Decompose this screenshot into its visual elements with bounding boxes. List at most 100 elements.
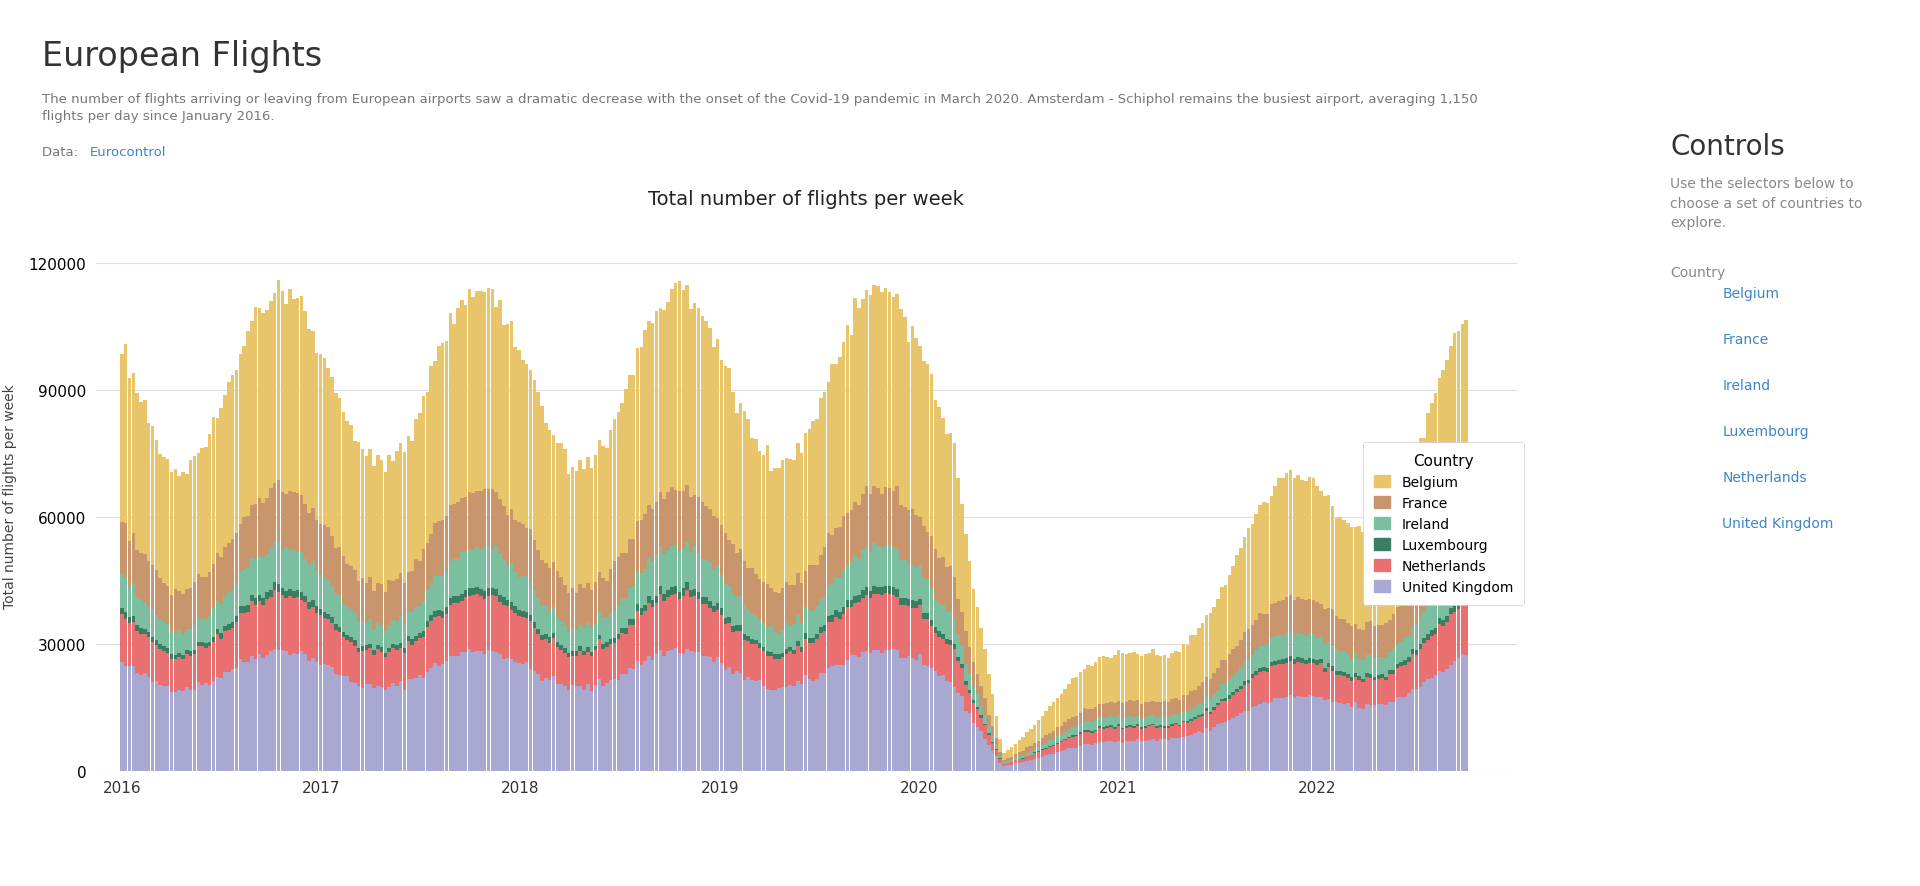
Bar — [543, 679, 547, 771]
Bar — [774, 468, 778, 592]
Bar — [173, 693, 177, 771]
Bar — [705, 656, 708, 771]
Bar — [1010, 765, 1014, 771]
Bar — [132, 617, 134, 623]
Bar — [476, 547, 478, 587]
Bar — [207, 685, 211, 771]
Bar — [465, 306, 467, 497]
Bar — [399, 444, 403, 573]
Bar — [353, 683, 357, 771]
Bar — [184, 590, 188, 629]
Bar — [140, 600, 142, 628]
Bar — [1064, 722, 1068, 733]
Bar — [1087, 744, 1091, 771]
Bar — [1227, 696, 1231, 699]
Bar — [716, 657, 720, 771]
Bar — [914, 516, 918, 568]
Bar — [843, 571, 845, 608]
Bar — [148, 562, 150, 607]
Bar — [1365, 525, 1369, 623]
Bar — [918, 599, 922, 605]
Bar — [693, 304, 697, 496]
Bar — [129, 618, 131, 623]
Bar — [820, 399, 822, 555]
Bar — [551, 607, 555, 633]
Bar — [747, 678, 751, 771]
Bar — [945, 568, 948, 612]
Bar — [300, 651, 303, 771]
Bar — [1261, 703, 1265, 771]
Bar — [157, 620, 161, 645]
Bar — [845, 565, 849, 601]
Bar — [941, 676, 945, 771]
Bar — [1438, 586, 1442, 618]
Bar — [346, 641, 349, 676]
Bar — [849, 563, 852, 601]
Bar — [1148, 717, 1150, 725]
Bar — [597, 572, 601, 612]
Bar — [357, 648, 361, 653]
Bar — [555, 618, 559, 642]
Bar — [804, 633, 806, 640]
Bar — [975, 727, 979, 771]
Bar — [1014, 755, 1018, 758]
Bar — [1292, 664, 1296, 698]
Bar — [678, 654, 682, 771]
Bar — [1033, 749, 1037, 752]
Bar — [670, 587, 674, 595]
Bar — [589, 691, 593, 771]
Bar — [1098, 718, 1102, 727]
Bar — [1125, 742, 1129, 771]
Bar — [484, 490, 486, 548]
Bar — [620, 554, 624, 599]
Bar — [586, 584, 589, 623]
Bar — [1041, 757, 1044, 771]
Bar — [708, 608, 712, 657]
Bar — [1129, 701, 1133, 716]
Bar — [154, 440, 157, 571]
Bar — [1125, 727, 1129, 728]
Bar — [747, 636, 751, 641]
Bar — [793, 461, 795, 585]
Bar — [442, 344, 444, 520]
Bar — [1346, 703, 1350, 771]
Bar — [1388, 652, 1392, 670]
Bar — [136, 550, 138, 597]
Bar — [234, 617, 238, 623]
Bar — [1380, 704, 1384, 771]
Bar — [835, 618, 837, 665]
Bar — [895, 597, 899, 650]
Bar — [292, 654, 296, 771]
Bar — [1277, 635, 1281, 660]
Bar — [196, 617, 200, 641]
Bar — [1231, 692, 1235, 696]
Bar — [1373, 677, 1377, 680]
Bar — [165, 649, 169, 653]
Bar — [804, 433, 806, 571]
Bar — [188, 461, 192, 588]
Bar — [998, 757, 1002, 758]
Bar — [812, 565, 814, 611]
Bar — [1396, 697, 1400, 771]
Bar — [1308, 663, 1311, 696]
Bar — [910, 601, 914, 608]
Bar — [422, 549, 426, 601]
Bar — [505, 515, 509, 565]
Bar — [476, 491, 478, 547]
Bar — [1129, 716, 1133, 726]
Bar — [601, 644, 605, 649]
Bar — [712, 606, 716, 612]
Bar — [651, 601, 655, 608]
Bar — [543, 640, 547, 679]
Bar — [188, 651, 192, 657]
Bar — [1144, 727, 1146, 741]
Bar — [338, 633, 342, 675]
Bar — [902, 598, 906, 605]
Bar — [1404, 661, 1407, 665]
Bar — [1179, 652, 1181, 700]
Bar — [465, 551, 467, 590]
Bar — [207, 435, 211, 572]
Bar — [651, 563, 655, 601]
Bar — [261, 314, 265, 503]
Bar — [812, 643, 814, 680]
